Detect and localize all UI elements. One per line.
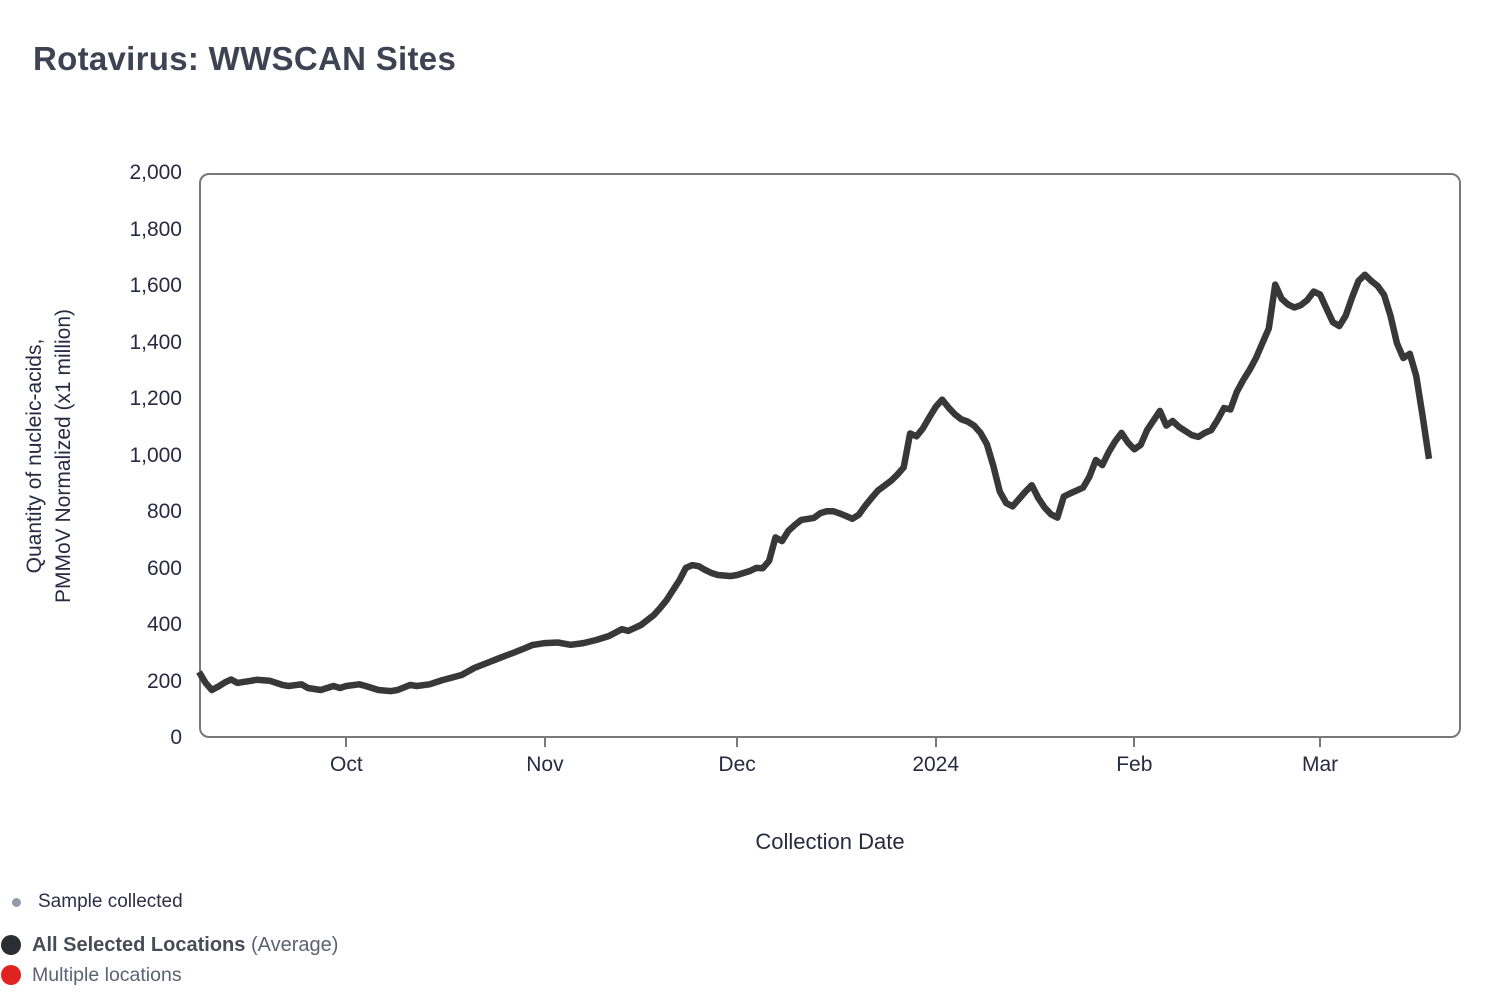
x-axis-title: Collection Date — [755, 829, 905, 854]
y-tick-label: 600 — [146, 556, 182, 580]
y-tick-label: 1,400 — [129, 330, 182, 354]
page-title: Rotavirus: WWSCAN Sites — [33, 40, 457, 77]
x-tick-label: Feb — [1116, 753, 1153, 776]
y-tick-label: 1,800 — [129, 217, 182, 241]
x-tick-label: 2024 — [912, 753, 960, 776]
legend-average-suffix: (Average) — [245, 933, 339, 956]
y-tick-label: 2,000 — [129, 161, 182, 184]
x-tick-label: Mar — [1301, 753, 1339, 776]
x-tick-mark — [345, 738, 348, 747]
legend-average-label: All Selected Locations — [32, 933, 246, 956]
x-tick-mark — [1319, 738, 1322, 747]
y-tick-label: 400 — [146, 613, 182, 636]
legend-item-multiple-locations: Multiple locations — [1, 964, 182, 986]
legend-multiple-label: Multiple locations — [32, 963, 182, 986]
legend-item-all-selected-locations: All Selected Locations (Average) — [1, 934, 338, 956]
multiple-locations-dot-icon — [1, 965, 21, 985]
plot-area-border — [199, 173, 1461, 738]
legend-item-sample-collected: Sample collected — [12, 891, 183, 913]
x-tick-label: Oct — [329, 753, 363, 776]
x-tick-label: Nov — [526, 753, 564, 776]
x-tick-mark — [1133, 738, 1136, 747]
x-tick-mark — [736, 738, 739, 747]
y-tick-label: 200 — [146, 669, 182, 693]
y-tick-label: 0 — [170, 726, 182, 749]
sample-collected-dot-icon — [12, 897, 21, 907]
average-trend-line — [196, 271, 1433, 695]
y-tick-label: 1,200 — [129, 387, 182, 410]
x-tick-label: Dec — [718, 753, 756, 776]
y-tick-label: 1,000 — [129, 443, 182, 467]
y-tick-label: 1,600 — [129, 274, 182, 297]
trend-line-chart — [196, 271, 1433, 695]
x-tick-mark — [543, 738, 546, 747]
legend-sample-label: Sample collected — [38, 891, 183, 912]
all-selected-locations-dot-icon — [1, 935, 21, 955]
x-tick-mark — [934, 738, 937, 747]
y-tick-label: 800 — [146, 500, 182, 523]
